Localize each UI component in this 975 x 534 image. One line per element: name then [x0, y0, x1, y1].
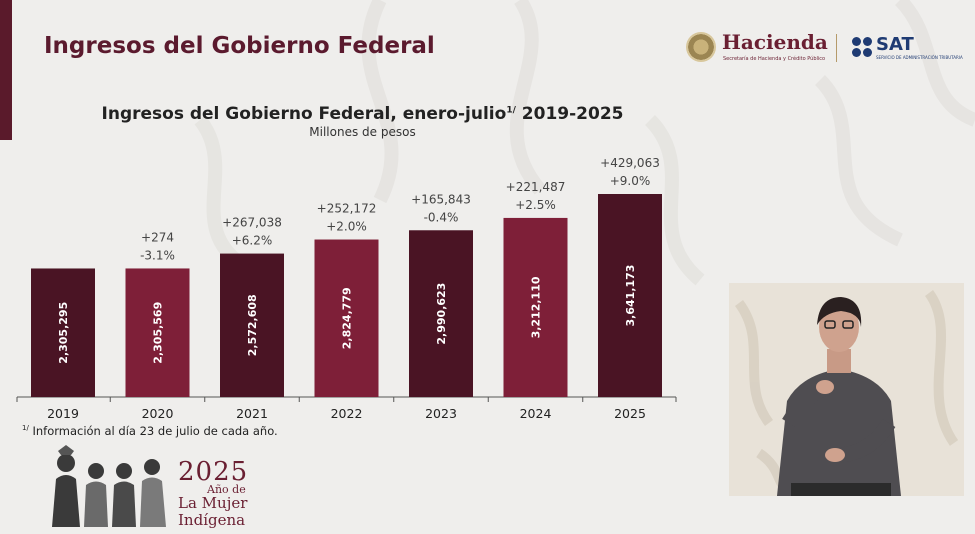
sign-language-interpreter-video — [729, 283, 964, 496]
footnote-mark: 1/ — [22, 424, 29, 433]
x-tick-label: 2020 — [142, 406, 174, 421]
sat-logo-subtext: SERVICIO DE ADMINISTRACIÓN TRIBUTARIA — [876, 55, 963, 60]
footnote: 1/ Información al día 23 de julio de cad… — [22, 424, 278, 438]
bar-2021 — [220, 253, 284, 397]
banner-line-1: Año de — [207, 483, 246, 496]
change-absolute-label: +221,487 — [506, 180, 566, 194]
page-title: Ingresos del Gobierno Federal — [44, 33, 435, 59]
change-percent-label: +9.0% — [610, 174, 651, 188]
sat-logo-icon — [852, 37, 874, 59]
bar-value-label: 2,824,779 — [341, 287, 354, 349]
chart-title-footnote-mark: 1/ — [506, 105, 516, 116]
header-logos: Hacienda Secretaría de Hacienda y Crédit… — [686, 30, 963, 66]
bar-value-label: 2,305,569 — [152, 302, 165, 364]
logo-separator — [836, 34, 837, 62]
hacienda-logo-text: Hacienda — [722, 30, 828, 54]
change-absolute-label: +274 — [141, 230, 174, 244]
change-percent-label: +6.2% — [232, 234, 273, 248]
x-tick-label: 2019 — [47, 406, 79, 421]
change-absolute-label: +429,063 — [600, 156, 660, 170]
banner-year: 2025 — [178, 457, 249, 487]
bar-2023 — [409, 230, 473, 397]
bar-2025 — [598, 194, 662, 397]
indigenous-women-illustration-icon — [52, 445, 166, 527]
bar-value-label: 3,641,173 — [624, 265, 637, 327]
year-banner: 2025 Año de La Mujer Indígena — [44, 445, 254, 529]
bar-value-label: 2,990,623 — [435, 283, 448, 345]
bar-2020 — [125, 268, 190, 397]
x-tick-label: 2022 — [331, 406, 363, 421]
x-tick-label: 2021 — [236, 406, 268, 421]
interpreter-figure-icon — [734, 290, 959, 496]
x-tick-label: 2024 — [520, 406, 552, 421]
bar-value-label: 3,212,110 — [530, 276, 543, 338]
chart-subtitle: Millones de pesos — [309, 125, 416, 139]
footnote-text: Información al día 23 de julio de cada a… — [28, 424, 278, 438]
left-accent-bar — [0, 0, 12, 140]
chart-title-main: Ingresos del Gobierno Federal, enero-jul… — [101, 104, 507, 124]
x-tick-label: 2025 — [614, 406, 646, 421]
change-absolute-label: +267,038 — [222, 216, 282, 230]
bar-value-label: 2,305,295 — [57, 302, 70, 364]
change-percent-label: +2.0% — [326, 220, 367, 234]
bar-2022 — [314, 239, 379, 397]
banner-line-2: La Mujer — [178, 494, 248, 512]
mexico-seal-icon — [686, 32, 716, 62]
change-percent-label: -3.1% — [140, 248, 175, 262]
banner-line-3: Indígena — [178, 511, 246, 529]
sat-logo-text: SAT — [876, 34, 914, 55]
change-absolute-label: +252,172 — [317, 202, 377, 216]
x-tick-label: 2023 — [425, 406, 457, 421]
bar-value-label: 2,572,608 — [246, 294, 259, 356]
bar-2019 — [31, 268, 95, 397]
hacienda-logo-subtext: Secretaría de Hacienda y Crédito Público — [723, 56, 826, 62]
chart-title-suffix: 2019-2025 — [515, 104, 624, 124]
bar-2024 — [503, 217, 568, 397]
change-percent-label: +2.5% — [515, 198, 556, 212]
chart-title: Ingresos del Gobierno Federal, enero-jul… — [0, 104, 725, 124]
change-percent-label: -0.4% — [424, 210, 459, 224]
change-absolute-label: +165,843 — [411, 192, 471, 206]
